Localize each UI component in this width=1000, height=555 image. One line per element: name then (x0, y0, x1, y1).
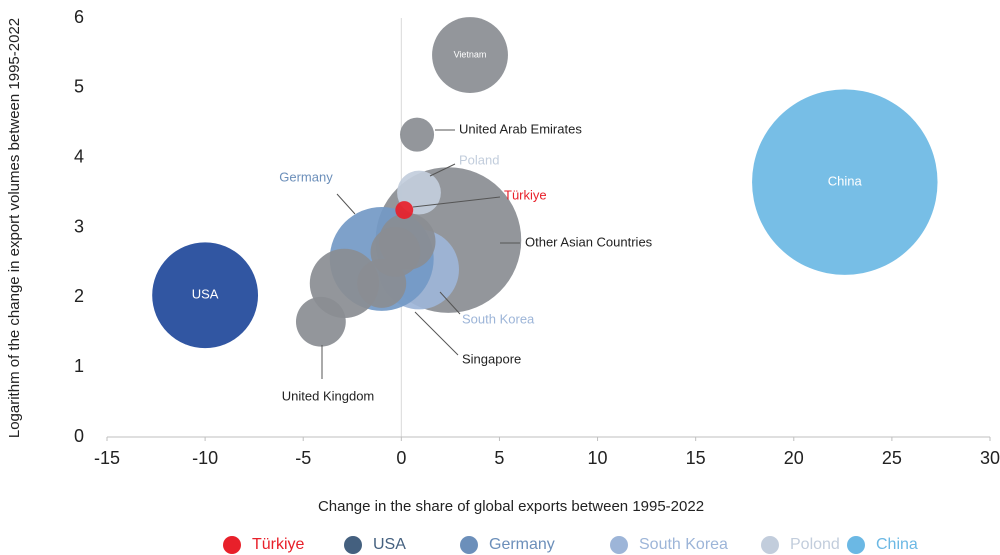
legend-label: South Korea (639, 536, 728, 553)
bubble (295, 296, 346, 347)
bubble-label: Vietnam (454, 49, 487, 59)
bubble-label: USA (192, 287, 219, 302)
bubble (752, 89, 938, 275)
bubble-label: Germany (279, 169, 333, 184)
y-tick-label: 2 (74, 286, 84, 306)
bubble-label: Singapore (462, 351, 521, 366)
bubble-label: South Korea (462, 311, 535, 326)
x-tick-label: -15 (94, 448, 120, 468)
legend-swatch (847, 536, 865, 554)
y-tick-label: 5 (74, 77, 84, 97)
legend-swatch (460, 536, 478, 554)
legend-label: USA (373, 536, 406, 553)
x-tick-label: -5 (295, 448, 311, 468)
bubble (152, 242, 259, 349)
leader-line (336, 193, 356, 215)
legend-swatch (344, 536, 362, 554)
bubble (400, 117, 435, 152)
x-tick-label: -10 (192, 448, 218, 468)
legend-label: Türkiye (252, 536, 305, 553)
legend-label: China (876, 536, 918, 553)
y-tick-label: 3 (74, 216, 84, 236)
bubble (395, 201, 414, 219)
bubble-label: United Kingdom (282, 388, 375, 403)
bubble-label: Poland (459, 152, 499, 167)
bubble-label: Other Asian Countries (525, 234, 653, 249)
x-axis-title: Change in the share of global exports be… (318, 498, 704, 515)
bubble (370, 227, 421, 277)
x-tick-label: 0 (396, 448, 406, 468)
leader-line (414, 311, 459, 356)
bubble-label: China (828, 174, 863, 189)
bubble (432, 17, 508, 93)
leader-line (429, 163, 456, 177)
bubble-label: United Arab Emirates (459, 121, 582, 136)
y-axis-title: Logarithm of the change in export volume… (6, 18, 23, 438)
x-tick-label: 20 (784, 448, 804, 468)
leader-line (439, 291, 461, 315)
y-tick-label: 1 (74, 356, 84, 376)
legend-swatch (761, 536, 779, 554)
x-tick-label: 25 (882, 448, 902, 468)
legend-label: Polond (790, 536, 840, 553)
legend-swatch (610, 536, 628, 554)
x-tick-label: 15 (686, 448, 706, 468)
y-tick-label: 4 (74, 146, 84, 166)
legend-label: Germany (489, 536, 555, 553)
x-tick-label: 5 (494, 448, 504, 468)
y-tick-label: 0 (74, 426, 84, 446)
legend-swatch (223, 536, 241, 554)
leader-line (412, 196, 501, 208)
x-tick-label: 30 (980, 448, 1000, 468)
y-tick-label: 6 (74, 7, 84, 27)
bubble-label: Türkiye (504, 187, 547, 202)
x-tick-label: 10 (588, 448, 608, 468)
